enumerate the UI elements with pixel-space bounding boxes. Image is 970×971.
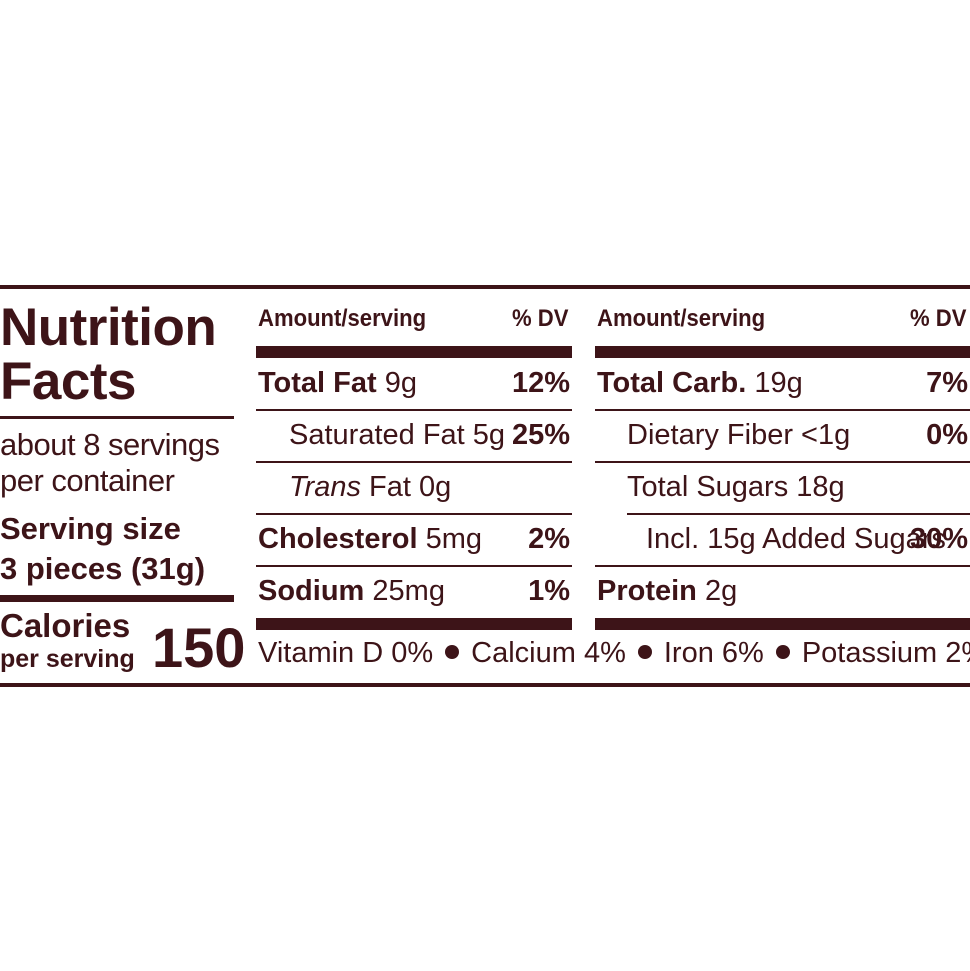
vitamin-d: Vitamin D 0%	[258, 637, 434, 669]
servings-line-2: per container	[0, 463, 175, 498]
col2-dv-dietary-fiber: 0%	[926, 419, 968, 451]
col1-dv-total-fat: 12%	[511, 367, 570, 399]
col2-row-total-carb: Total Carb. 19g	[597, 367, 803, 400]
bullet-icon	[775, 645, 790, 660]
col2-row-added-sugars: Incl. 15g Added Sugars	[646, 523, 946, 556]
nutrient-name: Trans	[289, 471, 361, 503]
calories-sublabel: per serving	[0, 645, 135, 673]
col1-dv-sodium: 1%	[528, 575, 570, 607]
calories-label: Calories	[0, 607, 131, 644]
nutrient-name: Total Fat	[258, 367, 377, 399]
nutrient-amount: 5mg	[417, 523, 483, 555]
col2-row-protein: Protein 2g	[597, 575, 737, 608]
col1-header-amount: Amount/serving	[258, 305, 427, 332]
col1-header-dv: % DV	[512, 305, 569, 332]
col1-divider-1	[256, 409, 572, 411]
calcium: Calcium 4%	[471, 637, 626, 669]
vitamins-minerals-line: Vitamin D 0% Calcium 4% Iron 6% Potassium 2…	[258, 637, 970, 670]
potassium: Potassium 2%	[801, 637, 970, 669]
col2-divider-3	[627, 513, 970, 515]
col2-header-dv: % DV	[910, 305, 967, 332]
nutrient-name: Sodium	[258, 575, 365, 607]
col2-dv-added-sugars: 30%	[909, 523, 968, 555]
nutrient-name: Saturated Fat	[289, 419, 465, 451]
nutrient-name: Total Carb.	[597, 367, 747, 399]
col2-header-bar	[595, 346, 970, 358]
bullet-icon	[445, 645, 460, 660]
serving-size-label: Serving size	[0, 511, 181, 546]
nutrition-facts-label: Nutrition Facts about 8 servings per con…	[0, 285, 970, 687]
nutrient-amount: Fat 0g	[360, 471, 452, 503]
nutrient-name: Dietary Fiber	[627, 419, 793, 451]
servings-line-1: about 8 servings	[0, 427, 220, 462]
nutrition-facts-title: Nutrition Facts	[0, 298, 217, 411]
col2-row-dietary-fiber: Dietary Fiber <1g	[627, 419, 850, 452]
serving-size: Serving size 3 pieces (31g)	[0, 509, 205, 589]
col1-header-bar	[256, 346, 572, 358]
col1-dv-cholesterol: 2%	[528, 523, 570, 555]
nutrient-amount: 9g	[376, 367, 418, 399]
nutrient-amount: 18g	[788, 471, 845, 503]
left-divider-1	[0, 416, 234, 419]
col2-divider-2	[595, 461, 970, 463]
iron: Iron 6%	[663, 637, 764, 669]
nutrient-name: Protein	[597, 575, 697, 607]
nutrient-amount: 19g	[746, 367, 803, 399]
nutrient-name: Total Sugars	[627, 471, 789, 503]
col1-row-trans-fat: Trans Fat 0g	[289, 471, 451, 504]
col1-row-total-fat: Total Fat 9g	[258, 367, 417, 400]
col1-divider-3	[256, 513, 572, 515]
col2-header-amount: Amount/serving	[597, 305, 766, 332]
left-divider-2	[0, 595, 234, 602]
nutrient-name: Incl. 15g Added Sugars	[646, 523, 946, 555]
nutrient-amount: <1g	[793, 419, 851, 451]
serving-size-value: 3 pieces (31g)	[0, 551, 206, 586]
title-line-1: Nutrition	[0, 298, 217, 357]
title-line-2: Facts	[0, 352, 136, 411]
col2-divider-4	[595, 565, 970, 567]
nutrient-name: Cholesterol	[258, 523, 418, 555]
col1-row-cholesterol: Cholesterol 5mg	[258, 523, 482, 556]
nutrient-amount: 5g	[464, 419, 506, 451]
col2-bottom-bar	[595, 618, 970, 630]
col1-dv-saturated-fat: 25%	[511, 419, 570, 451]
col1-row-saturated-fat: Saturated Fat 5g	[289, 419, 505, 452]
col1-divider-2	[256, 461, 572, 463]
calories-value: 150	[152, 616, 246, 679]
col2-divider-1	[595, 409, 970, 411]
col1-row-sodium: Sodium 25mg	[258, 575, 445, 608]
bullet-icon	[637, 645, 652, 660]
nutrient-amount: 25mg	[364, 575, 445, 607]
col2-dv-total-carb: 7%	[926, 367, 968, 399]
servings-per-container: about 8 servings per container	[0, 427, 220, 499]
col1-bottom-bar	[256, 618, 572, 630]
col1-divider-4	[256, 565, 572, 567]
nutrient-amount: 2g	[696, 575, 738, 607]
col2-row-total-sugars: Total Sugars 18g	[627, 471, 845, 504]
